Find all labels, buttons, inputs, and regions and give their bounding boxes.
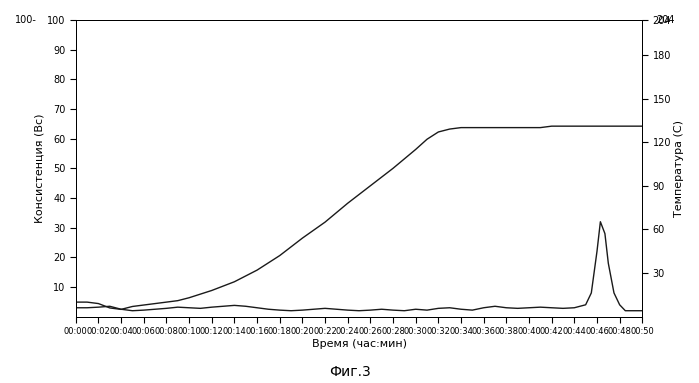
Text: Фиг.3: Фиг.3 [329, 365, 370, 379]
X-axis label: Время (час:мин): Время (час:мин) [312, 339, 407, 349]
Text: 204: 204 [656, 15, 675, 25]
Text: 100-: 100- [15, 15, 37, 25]
Y-axis label: Консистенция (Вс): Консистенция (Вс) [34, 114, 44, 223]
Y-axis label: Температура (С): Температура (С) [674, 120, 684, 217]
